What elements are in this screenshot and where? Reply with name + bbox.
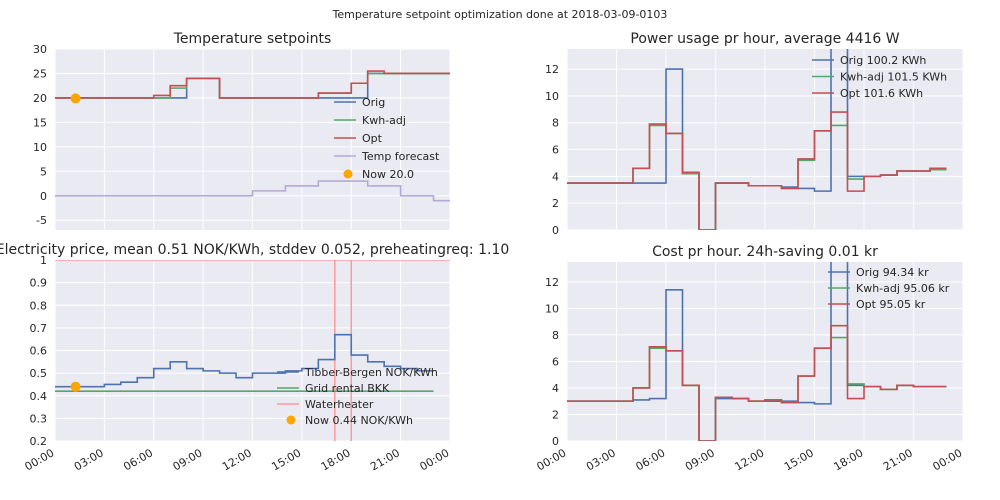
legend-label: Grid rental BKK [305,382,390,395]
y-tick-label: 8 [552,329,559,342]
x-tick-label: 18:00 [319,446,353,473]
legend-label: Opt 95.05 kr [856,298,926,311]
x-tick-label: 18:00 [832,446,866,473]
y-tick-label: 10 [33,141,47,154]
y-tick-label: 0.5 [30,367,48,380]
series-line-tibber-bergen [55,333,434,388]
x-tick-label: 09:00 [171,446,205,473]
chart-price: 0.2 0.3 0.4 0.5 0.6 0.7 0.8 0.9 1 00:00 03:00 06:00… [0,242,509,473]
legend-label: Kwh-adj [362,114,406,127]
legend-label: Tibber-Bergen NOK/KWh [304,366,438,379]
y-tick-label: 0.9 [30,277,48,290]
y-tick-label: -5 [36,214,47,227]
y-tick-label: 0.3 [30,412,48,425]
plot-area [55,70,450,202]
x-tick-label: 12:00 [733,446,767,473]
chart-cost: 0 2 4 6 8 10 12 00:00 03:00 06:00 09:00 12:00 15:00 1… [535,244,965,473]
legend-label: Now 0.44 NOK/KWh [305,414,413,427]
legend-marker [343,169,353,179]
x-tick-label: 00:00 [931,446,965,473]
series-line-opt [567,324,947,441]
chart-power: 0 2 4 6 8 10 12 Power usage pr hour, average 44… [545,31,964,237]
x-tick-label: 12:00 [220,446,254,473]
y-tick-label: 10 [545,90,559,103]
plot-area [567,49,947,230]
y-tick-label: 15 [33,116,47,129]
y-tick-label: 6 [552,144,559,157]
series-line-opt [55,70,450,99]
x-tick-label: 03:00 [584,446,618,473]
legend-label: Kwh-adj 95.06 kr [856,282,950,295]
y-tick-label: 2 [552,197,559,210]
y-tick-label: 0.8 [30,299,48,312]
y-tick-label: 4 [552,382,559,395]
y-tick-label: 25 [33,67,47,80]
axes-title: Cost pr hour. 24h-saving 0.01 kr [652,244,878,260]
x-tick-label: 00:00 [535,446,569,473]
y-tick-label: 0 [40,190,47,203]
series-line-temp [55,180,450,202]
x-tick-label: 00:00 [23,446,57,473]
y-tick-label: 0.6 [30,345,48,358]
y-tick-label: 2 [552,408,559,421]
y-tick-label: 30 [33,43,47,56]
chart-temp: -5 0 5 10 15 20 25 30 Temperature setpoints Orig K… [33,31,451,230]
x-tick-label: 15:00 [782,446,816,473]
axes-title: Electricity price, mean 0.51 NOK/KWh, st… [0,242,509,258]
plot-area [55,260,450,441]
y-tick-label: 0.7 [30,322,48,335]
legend-marker [286,415,296,425]
axes-title: Temperature setpoints [173,31,332,47]
y-tick-label: 4 [552,170,559,183]
y-tick-label: 1 [40,254,47,267]
legend-label: Orig 100.2 KWh [840,54,926,67]
legend-label: Temp forecast [361,150,440,163]
x-tick-label: 00:00 [418,446,452,473]
now-marker [70,381,81,392]
figure-title: Temperature setpoint optimization done a… [332,8,668,21]
legend-label: Kwh-adj 101.5 KWh [840,71,947,84]
x-tick-label: 15:00 [269,446,303,473]
legend-label: Now 20.0 [362,168,414,181]
series-line-opt [567,111,947,230]
y-tick-label: 12 [545,63,559,76]
y-tick-label: 10 [545,302,559,315]
x-tick-label: 21:00 [881,446,915,473]
y-tick-label: 0.2 [30,435,48,448]
y-tick-label: 20 [33,92,47,105]
y-tick-label: 6 [552,355,559,368]
x-tick-label: 06:00 [634,446,668,473]
x-tick-label: 09:00 [683,446,717,473]
x-tick-label: 21:00 [368,446,402,473]
y-tick-label: 0 [552,435,559,448]
y-tick-label: 8 [552,117,559,130]
legend-label: Orig [362,96,385,109]
y-tick-label: 0.4 [30,390,48,403]
now-marker [70,93,81,104]
legend-label: Orig 94.34 kr [856,266,929,279]
axes-title: Power usage pr hour, average 4416 W [630,31,899,47]
plot-area [567,262,947,441]
legend-label: Waterheater [305,398,374,411]
x-tick-label: 06:00 [121,446,155,473]
y-tick-label: 12 [545,276,559,289]
legend-label: Opt [362,132,383,145]
x-tick-label: 03:00 [72,446,106,473]
legend-label: Opt 101.6 KWh [840,87,923,100]
y-tick-label: 5 [40,165,47,178]
y-tick-label: 0 [552,224,559,237]
